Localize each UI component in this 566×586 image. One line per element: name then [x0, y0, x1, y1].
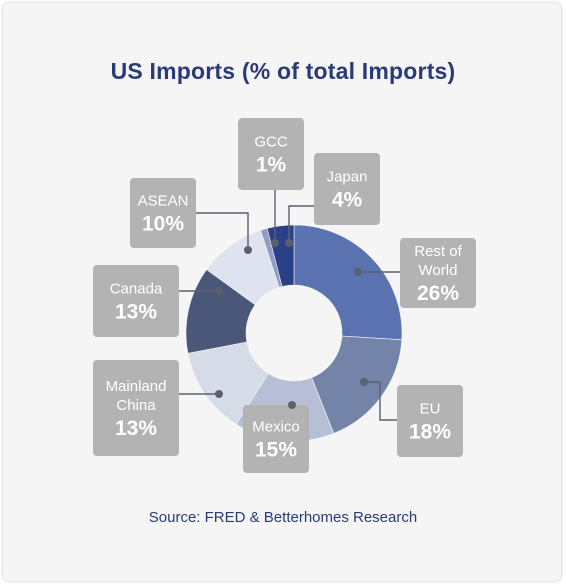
- slice-label-name: Rest of: [414, 243, 462, 260]
- connector-dot-mainland-china: [215, 390, 223, 398]
- slice-label-value: 13%: [115, 301, 157, 324]
- label-box-mexico: [243, 405, 309, 473]
- callout-rest-of-world: Rest of World 26%: [400, 238, 476, 308]
- label-box-eu: [397, 385, 463, 457]
- slice-label-value: 13%: [115, 417, 157, 440]
- slice-label-name: GCC: [254, 134, 288, 151]
- slice-label-value: 15%: [255, 439, 297, 462]
- connector-line-japan: [288, 205, 314, 243]
- label-box-gcc: [238, 118, 304, 190]
- connector-dot-asean: [244, 246, 252, 254]
- callout-gcc: GCC 1%: [238, 118, 304, 190]
- connector-dot-mexico: [288, 401, 296, 409]
- callout-japan: Japan 4%: [314, 153, 380, 225]
- slice-label-name: China: [116, 397, 156, 414]
- slice-label-value: 4%: [332, 189, 363, 212]
- label-box-rest-of-world: [400, 238, 476, 308]
- slice-rest-of-world: [293, 224, 403, 341]
- chart-title: US Imports (% of total Imports): [110, 58, 456, 84]
- connector-dot-eu: [360, 378, 368, 386]
- slice-label-value: 26%: [417, 282, 459, 305]
- connector-dot-gcc: [271, 239, 279, 247]
- slice-label-name: Japan: [327, 169, 368, 186]
- slice-label-value: 18%: [409, 421, 451, 444]
- label-box-asean: [130, 178, 196, 248]
- callout-eu: EU 18%: [397, 385, 463, 457]
- slice-label-value: 10%: [142, 213, 184, 236]
- slice-label-name: EU: [420, 401, 441, 418]
- slice-label-name: Canada: [110, 281, 163, 298]
- callout-mainland-china: Mainland China 13%: [93, 360, 179, 456]
- connector-dot-japan: [285, 239, 293, 247]
- label-box-japan: [314, 153, 380, 225]
- slice-label-name: Mainland: [106, 378, 167, 395]
- chart-source: Source: FRED & Betterhomes Research: [148, 509, 418, 526]
- label-box-mainland-china: [93, 360, 179, 456]
- connector-line-eu: [364, 381, 397, 421]
- connector-dot-canada: [215, 287, 223, 295]
- slice-label-value: 1%: [256, 154, 287, 177]
- slice-eu: [311, 335, 403, 434]
- connector-dot-rest-of-world: [354, 268, 362, 276]
- slice-label-name: ASEAN: [138, 193, 189, 210]
- callout-asean: ASEAN 10%: [130, 178, 196, 248]
- slice-label-name: World: [419, 262, 458, 279]
- label-box-canada: [93, 265, 179, 337]
- callout-mexico: Mexico 15%: [243, 405, 309, 473]
- slice-label-name: Mexico: [252, 419, 300, 436]
- connector-line-asean: [196, 212, 249, 250]
- callout-canada: Canada 13%: [93, 265, 179, 337]
